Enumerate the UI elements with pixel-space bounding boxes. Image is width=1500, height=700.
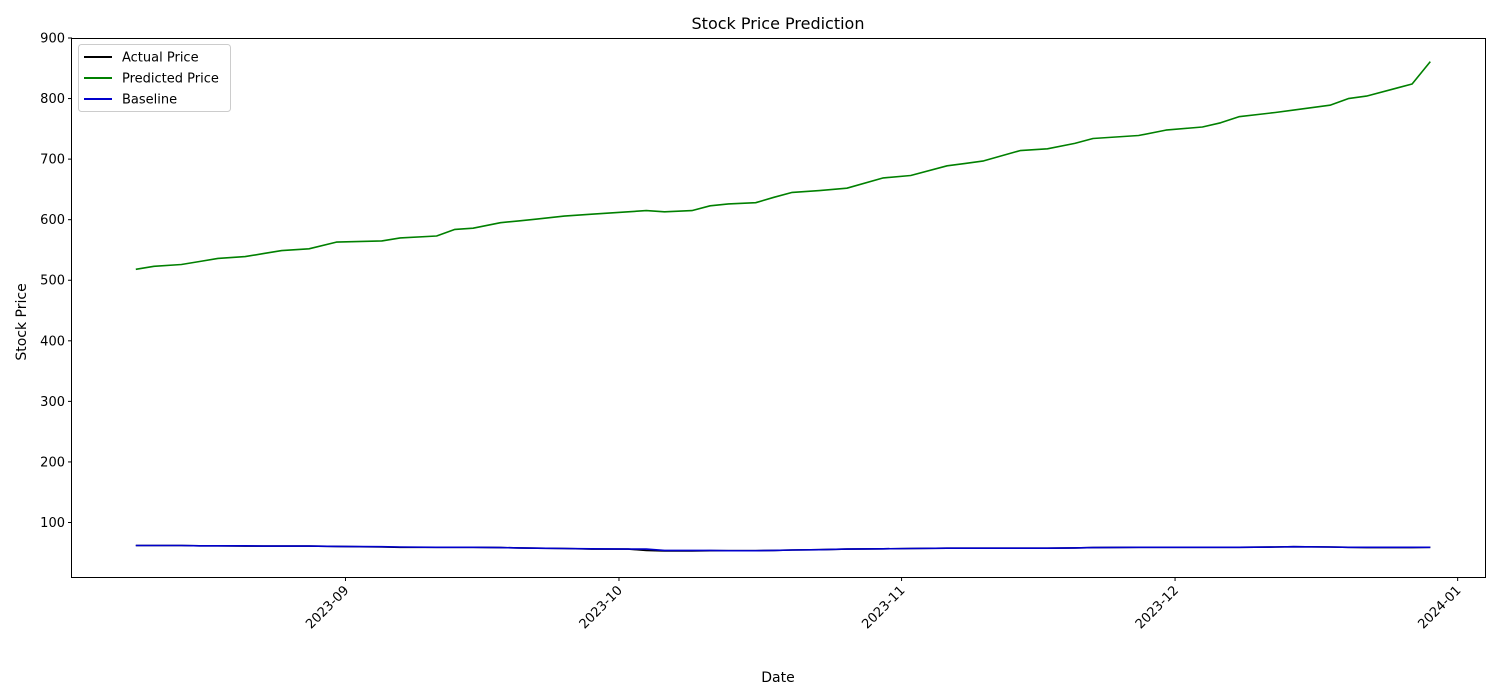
legend-label-2: Baseline (122, 93, 177, 108)
x-axis-ticks: 2023-09 2023-10 2023-11 2023-12 2024-01 (303, 577, 1464, 632)
legend: Actual Price Predicted Price Baseline (78, 44, 231, 112)
series-line-2 (135, 544, 1431, 552)
y-axis-label: Stock Price (14, 283, 30, 360)
legend-label-1: Predicted Price (122, 72, 219, 87)
series-line-1 (135, 61, 1431, 271)
y-axis-ticks: 100 200 300 400 500 600 700 800 900 (40, 32, 72, 531)
y-tick-label: 800 (40, 92, 65, 107)
x-tick-label: 2024-01 (1415, 583, 1464, 632)
y-tick-label: 100 (40, 516, 65, 531)
series-lines (135, 61, 1431, 552)
plot-area-frame (71, 38, 1486, 578)
y-tick-label: 500 (40, 274, 65, 289)
x-tick-label: 2023-11 (859, 583, 908, 632)
x-axis-label: Date (761, 670, 794, 686)
x-tick-label: 2023-12 (1133, 583, 1182, 632)
y-tick-label: 400 (40, 334, 65, 349)
y-tick-label: 300 (40, 395, 65, 410)
legend-box (78, 44, 231, 112)
x-tick-label: 2023-10 (577, 583, 626, 632)
x-tick-label: 2023-09 (303, 583, 352, 632)
y-tick-label: 900 (40, 32, 65, 47)
y-tick-label: 200 (40, 455, 65, 470)
y-tick-label: 600 (40, 213, 65, 228)
chart-title: Stock Price Prediction (692, 14, 865, 33)
legend-label-0: Actual Price (122, 51, 199, 66)
y-tick-label: 700 (40, 153, 65, 168)
